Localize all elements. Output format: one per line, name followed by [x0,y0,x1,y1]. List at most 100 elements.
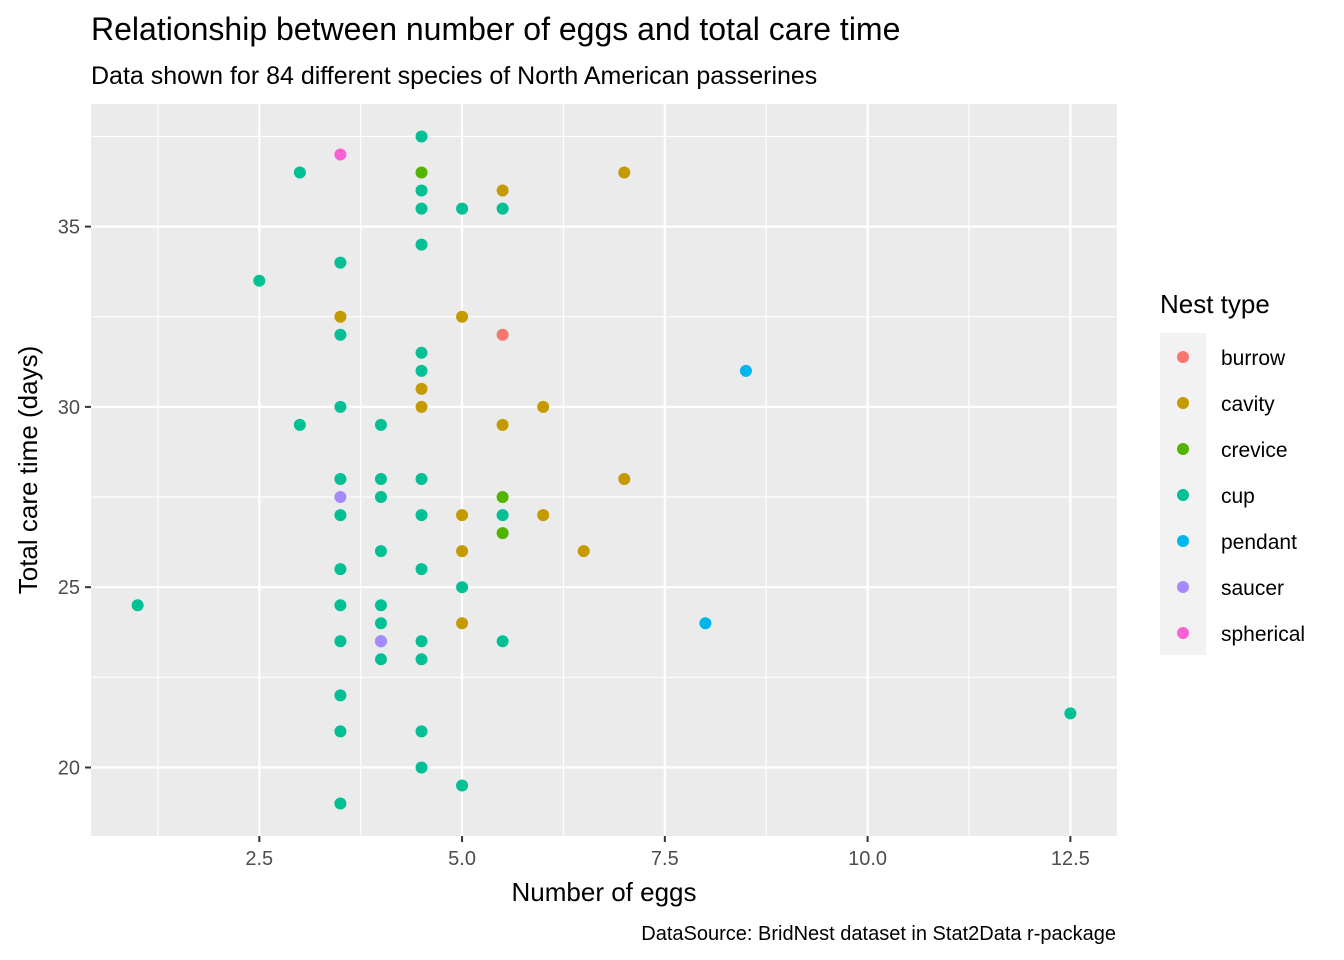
legend-key-crevice [1177,443,1189,455]
data-point-cup [496,202,509,215]
y-tick-label: 30 [58,397,80,419]
data-point-cavity [456,617,469,630]
data-point-cup [456,581,469,594]
data-point-cup [334,563,347,576]
data-point-cup [496,635,509,648]
legend-label-cup: cup [1221,485,1255,508]
plot-panel [91,104,1117,836]
data-point-crevice [415,166,428,179]
data-point-cup [456,779,469,792]
y-tick-label: 20 [58,757,80,779]
legend-key-pendant [1177,535,1189,547]
data-point-cup [456,202,469,215]
x-axis-ticks: 2.5 5.0 7.5 10.0 12.5 [245,836,1090,870]
legend-label-burrow: burrow [1221,347,1286,370]
legend-label-saucer: saucer [1221,577,1284,600]
data-point-cup [415,202,428,215]
data-point-cavity [456,509,469,522]
data-point-cup [415,509,428,522]
data-point-cup [334,797,347,810]
data-point-cup [334,635,347,648]
data-point-cup [334,725,347,738]
data-point-cup [415,364,428,377]
legend-entries: burrow cavity crevice cup pendant saucer spher… [1177,347,1305,646]
x-tick-label: 7.5 [651,848,679,870]
data-point-cup [1064,707,1077,720]
data-point-cup [374,599,387,612]
data-point-cavity [415,382,428,395]
data-points [131,130,1077,810]
data-point-spherical [334,148,347,161]
data-point-cup [415,184,428,197]
data-point-cup [496,509,509,522]
data-point-cup [334,689,347,702]
data-point-cup [415,635,428,648]
data-point-cup [334,400,347,413]
x-tick-label: 12.5 [1051,848,1090,870]
data-point-pendant [699,617,712,630]
data-point-cup [131,599,144,612]
data-point-cup [415,761,428,774]
chart-caption: DataSource: BridNest dataset in Stat2Dat… [641,923,1116,945]
data-point-cup [415,130,428,143]
data-point-cup [293,418,306,431]
legend-key-burrow [1177,351,1189,363]
data-point-cup [415,473,428,486]
legend-key-cup [1177,489,1189,501]
data-point-cup [374,491,387,504]
x-axis-title: Number of eggs [512,877,697,907]
data-point-cup [334,473,347,486]
data-point-cup [415,725,428,738]
data-point-cup [374,418,387,431]
data-point-cavity [496,418,509,431]
data-point-cup [374,617,387,630]
data-point-cavity [456,545,469,558]
data-point-cup [334,509,347,522]
data-point-crevice [496,491,509,504]
data-point-cup [334,256,347,269]
chart-subtitle: Data shown for 84 different species of N… [91,62,817,90]
data-point-saucer [374,635,387,648]
data-point-cavity [334,310,347,323]
legend-title: Nest type [1160,289,1270,319]
data-point-burrow [496,328,509,341]
data-point-cavity [415,400,428,413]
data-point-saucer [334,491,347,504]
legend-key-cavity [1177,397,1189,409]
data-point-cavity [577,545,590,558]
data-point-cup [374,653,387,666]
data-point-cup [415,346,428,359]
y-axis-ticks: 20 25 30 35 [58,217,91,779]
data-point-cup [415,653,428,666]
data-point-cavity [537,400,550,413]
data-point-cup [253,274,266,287]
legend-label-spherical: spherical [1221,623,1305,646]
legend-key-spherical [1177,627,1189,639]
legend: Nest type burrow cavity crevice cup pendant s… [1160,289,1305,655]
data-point-crevice [496,527,509,540]
y-tick-label: 25 [58,577,80,599]
data-point-cup [334,599,347,612]
y-axis-title: Total care time (days) [13,346,43,595]
data-point-cup [374,545,387,558]
data-point-cavity [456,310,469,323]
x-tick-label: 2.5 [245,848,273,870]
data-point-cavity [537,509,550,522]
data-point-cavity [618,166,631,179]
data-point-cavity [618,473,631,486]
data-point-pendant [739,364,752,377]
y-tick-label: 35 [58,217,80,239]
data-point-cup [334,328,347,341]
legend-label-crevice: crevice [1221,439,1288,462]
data-point-cup [415,563,428,576]
data-point-cup [293,166,306,179]
data-point-cup [374,473,387,486]
chart-title: Relationship between number of eggs and … [91,11,900,47]
x-tick-label: 5.0 [448,848,476,870]
legend-key-saucer [1177,581,1189,593]
legend-label-cavity: cavity [1221,393,1275,416]
x-tick-label: 10.0 [848,848,887,870]
data-point-cavity [496,184,509,197]
data-point-cup [415,238,428,251]
